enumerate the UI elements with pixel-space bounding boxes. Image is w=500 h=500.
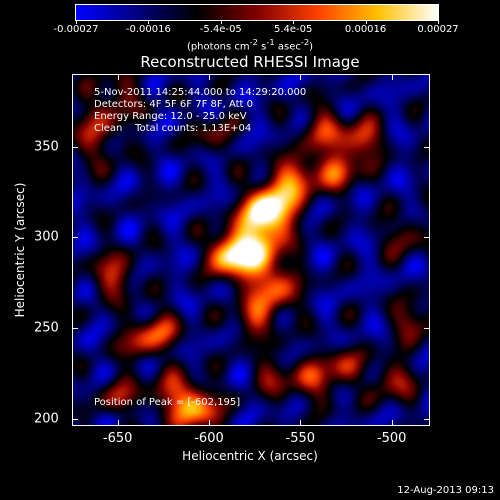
y-axis-tick: [72, 237, 78, 239]
colorbar-tick-label: -0.00016: [125, 24, 171, 35]
colorbar-tick-label: 0.00016: [344, 24, 387, 35]
energy-range-text: Energy Range: 12.0 - 25.0 keV: [94, 111, 247, 122]
y-axis-tick: [72, 146, 78, 148]
y-axis-tick-label: 250: [34, 320, 59, 336]
colorbar-tick: [365, 20, 367, 24]
y-axis-tick: [424, 418, 430, 420]
detectors-text: Detectors: 4F 5F 6F 7F 8F, Att 0: [94, 99, 254, 110]
y-axis-tick: [424, 328, 430, 330]
x-axis-tick: [208, 74, 210, 80]
peak-position-text: Position of Peak = [-602,195]: [94, 397, 241, 408]
colorbar-tick-label: 0.00027: [417, 24, 459, 35]
colorbar: [75, 4, 439, 21]
rhessi-image: [73, 75, 429, 425]
x-axis-tick: [208, 420, 210, 426]
y-axis-tick: [72, 328, 78, 330]
x-axis-tick: [391, 74, 393, 80]
x-axis-tick-label: -550: [285, 431, 316, 446]
image-title: Reconstructed RHESSI Image: [140, 53, 360, 71]
colorbar-tick: [220, 20, 222, 24]
x-axis-tick-label: -500: [376, 431, 407, 446]
x-axis-tick: [300, 420, 302, 426]
plot-frame: [72, 74, 430, 426]
colorbar-tick: [293, 20, 295, 24]
x-axis-tick: [117, 420, 119, 426]
colorbar-units: (photons cm-2 s-1 asec-2): [186, 37, 314, 53]
x-axis-tick-label: -650: [102, 431, 133, 446]
timestamp: 12-Aug-2013 09:13: [397, 485, 494, 496]
y-axis-tick: [424, 237, 430, 239]
y-axis-tick: [424, 146, 430, 148]
colorbar-tick-label: 5.4e-05: [273, 24, 313, 35]
y-axis-title: Heliocentric Y (arcsec): [13, 182, 27, 318]
y-axis-tick: [72, 418, 78, 420]
x-axis-tick-label: -600: [194, 431, 224, 446]
y-axis-tick-label: 350: [34, 139, 59, 155]
y-axis-tick-label: 300: [34, 229, 59, 245]
colorbar-tick: [438, 20, 439, 24]
colorbar-tick: [148, 20, 150, 24]
x-axis-tick: [391, 420, 393, 426]
colorbar-tick-label: -0.00027: [53, 24, 99, 35]
x-axis-title: Heliocentric X (arcsec): [182, 449, 318, 463]
colorbar-tick-label: -5.4e-05: [199, 24, 242, 35]
time-range-text: 5-Nov-2011 14:25:44.000 to 14:29:20.000: [94, 87, 307, 98]
x-axis-tick: [117, 74, 119, 80]
y-axis-tick-label: 200: [34, 411, 59, 427]
clean-counts-text: Clean Total counts: 1.13E+04: [94, 123, 252, 134]
x-axis-tick: [300, 74, 302, 80]
colorbar-tick: [76, 20, 77, 24]
